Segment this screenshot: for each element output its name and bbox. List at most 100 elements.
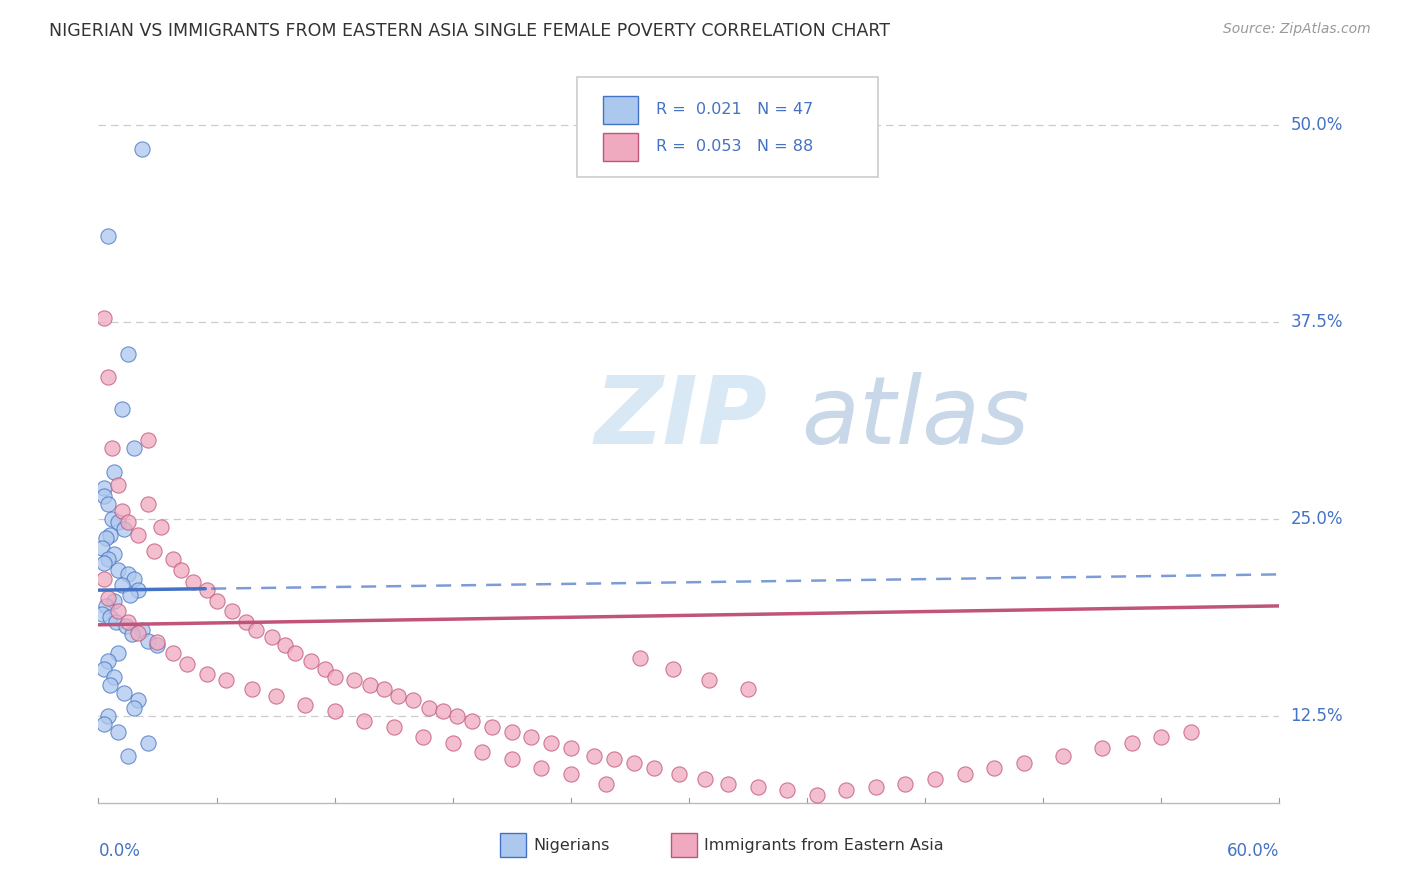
- Point: [91, 607, 114, 621]
- Text: R =  0.021   N = 47: R = 0.021 N = 47: [655, 103, 813, 118]
- Point: [205, 594, 228, 608]
- Point: [96, 531, 118, 545]
- Point: [264, 689, 287, 703]
- Point: [441, 736, 464, 750]
- Point: [93, 662, 115, 676]
- Point: [595, 777, 617, 791]
- Point: [122, 572, 145, 586]
- Point: [91, 541, 114, 555]
- Point: [98, 678, 121, 692]
- Point: [136, 434, 159, 448]
- Point: [471, 745, 494, 759]
- Point: [127, 693, 149, 707]
- Text: NIGERIAN VS IMMIGRANTS FROM EASTERN ASIA SINGLE FEMALE POVERTY CORRELATION CHART: NIGERIAN VS IMMIGRANTS FROM EASTERN ASIA…: [49, 22, 890, 40]
- Point: [323, 705, 346, 719]
- Point: [93, 557, 115, 571]
- Point: [97, 654, 120, 668]
- Bar: [603, 133, 638, 161]
- Point: [107, 725, 129, 739]
- Point: [865, 780, 887, 794]
- Text: 50.0%: 50.0%: [1291, 117, 1343, 135]
- Point: [93, 481, 115, 495]
- Point: [240, 682, 263, 697]
- Text: R =  0.053   N = 88: R = 0.053 N = 88: [655, 139, 813, 154]
- Point: [221, 604, 243, 618]
- Point: [101, 442, 124, 456]
- Point: [835, 783, 858, 797]
- Point: [136, 736, 159, 750]
- Point: [162, 646, 184, 660]
- Point: [136, 633, 159, 648]
- Point: [131, 142, 153, 156]
- Point: [314, 662, 336, 676]
- Point: [668, 767, 690, 781]
- Point: [103, 594, 125, 608]
- Point: [93, 572, 115, 586]
- Point: [162, 551, 184, 566]
- Bar: [501, 833, 526, 857]
- Point: [105, 615, 128, 629]
- Point: [697, 673, 720, 687]
- Point: [359, 678, 381, 692]
- Point: [176, 657, 198, 672]
- Point: [501, 725, 523, 739]
- Point: [461, 714, 484, 728]
- Point: [353, 714, 375, 728]
- Point: [122, 701, 145, 715]
- Text: 25.0%: 25.0%: [1291, 510, 1343, 528]
- Point: [953, 767, 976, 781]
- Point: [583, 748, 606, 763]
- Point: [103, 547, 125, 561]
- Point: [118, 588, 141, 602]
- Point: [195, 583, 218, 598]
- Point: [107, 604, 129, 618]
- Point: [195, 666, 218, 681]
- Point: [127, 625, 149, 640]
- Point: [93, 717, 115, 731]
- Point: [603, 752, 626, 766]
- Text: 12.5%: 12.5%: [1291, 707, 1343, 725]
- Bar: [671, 833, 697, 857]
- Text: 0.0%: 0.0%: [98, 842, 141, 860]
- Point: [117, 347, 139, 361]
- Text: 37.5%: 37.5%: [1291, 313, 1343, 331]
- Point: [274, 638, 297, 652]
- Point: [131, 623, 153, 637]
- Point: [1012, 756, 1035, 771]
- Point: [373, 682, 395, 697]
- Point: [540, 736, 562, 750]
- Point: [446, 709, 468, 723]
- Point: [235, 615, 257, 629]
- Point: [1121, 736, 1143, 750]
- Point: [693, 772, 716, 787]
- Point: [284, 646, 307, 660]
- Point: [245, 623, 267, 637]
- Point: [747, 780, 769, 794]
- Point: [117, 567, 139, 582]
- Point: [146, 638, 169, 652]
- Point: [432, 705, 454, 719]
- Point: [97, 228, 120, 243]
- Point: [806, 788, 828, 802]
- Text: Nigerians: Nigerians: [533, 838, 609, 853]
- Point: [97, 496, 120, 510]
- Point: [127, 528, 149, 542]
- Point: [481, 720, 503, 734]
- Point: [623, 756, 645, 771]
- Point: [127, 583, 149, 598]
- Point: [103, 465, 125, 479]
- Point: [107, 646, 129, 660]
- Point: [983, 761, 1005, 775]
- Point: [115, 619, 138, 633]
- Point: [299, 654, 322, 668]
- Point: [97, 551, 120, 566]
- Point: [530, 761, 553, 775]
- Text: 60.0%: 60.0%: [1227, 842, 1279, 860]
- Text: ZIP: ZIP: [595, 372, 768, 464]
- Point: [894, 777, 917, 791]
- Point: [560, 767, 582, 781]
- Point: [501, 752, 523, 766]
- Point: [112, 522, 135, 536]
- Point: [181, 575, 204, 590]
- Point: [382, 720, 405, 734]
